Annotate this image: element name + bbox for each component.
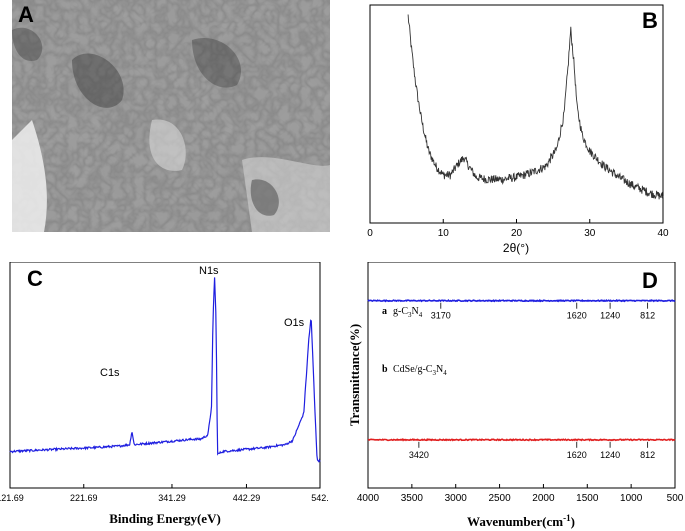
plot-frame-c	[9, 261, 321, 489]
peak-label: 3420	[409, 450, 429, 460]
x-tick-label-d: 2500	[488, 493, 511, 504]
x-tick-label-c: 121.69	[0, 493, 24, 503]
plot-frame-b	[369, 4, 664, 224]
peak-label: 1620	[567, 311, 587, 321]
x-axis-label-b: 2θ(°)	[503, 241, 529, 255]
peak-label: 3170	[431, 311, 451, 321]
series-b-curve	[367, 438, 676, 442]
x-tick-label-b: 30	[584, 228, 596, 239]
x-tick-label-d: 3000	[445, 493, 468, 504]
panel-a: A	[12, 0, 330, 232]
tem-micrograph-icon	[12, 0, 330, 232]
y-axis-label-d: Transmittance(%)	[347, 324, 362, 426]
panel-label-c: C	[27, 266, 43, 291]
peak-label: 1240	[600, 450, 620, 460]
panel-c: 121.69 221.69 341.29 442.29 542. C1s N1s O1s…	[0, 261, 335, 531]
series-a-label: g-C3N4	[393, 306, 423, 319]
peak-label: 812	[640, 311, 655, 321]
chart-b: 0 10 20 30 40 2θ(°)	[367, 4, 669, 255]
chart-d: 4000 3500 3000 2500 2000 1500 1000 500 3170 1620…	[347, 261, 684, 529]
peak-label-n1s: N1s	[199, 265, 219, 277]
x-tick-label-b: 40	[657, 228, 669, 239]
series-b-letter: b	[382, 364, 388, 375]
peak-label-c1s: C1s	[100, 367, 120, 379]
x-tick-label-d: 500	[667, 493, 684, 504]
x-tick-label-b: 0	[367, 228, 373, 239]
x-tick-label-c: 341.29	[158, 493, 186, 503]
x-tick-label-d: 1000	[620, 493, 643, 504]
x-tick-label-c: 542.	[311, 493, 329, 503]
panel-b: 0 10 20 30 40 2θ(°) B	[335, 0, 685, 262]
x-tick-label-b: 20	[511, 228, 523, 239]
x-tick-label-c: 442.29	[233, 493, 261, 503]
xrd-curve	[407, 14, 664, 200]
plot-frame-d	[367, 261, 676, 489]
x-axis-label-c: Binding Energy(eV)	[109, 511, 221, 526]
panel-label-a: A	[18, 2, 34, 27]
panel-label-d: D	[642, 268, 658, 293]
x-tick-label-c: 221.69	[70, 493, 98, 503]
x-tick-label-d: 3500	[401, 493, 424, 504]
x-tick-label-d: 1500	[576, 493, 599, 504]
peak-label-o1s: O1s	[284, 317, 305, 329]
series-a-curve	[367, 298, 676, 303]
x-tick-label-d: 2000	[532, 493, 555, 504]
peak-label: 812	[640, 450, 655, 460]
peak-label: 1620	[567, 450, 587, 460]
panel-label-b: B	[642, 8, 658, 33]
chart-c: 121.69 221.69 341.29 442.29 542. C1s N1s O1s…	[0, 261, 329, 526]
xps-curve	[9, 277, 321, 463]
x-tick-label-d: 4000	[357, 493, 380, 504]
series-b-label: CdSe/g-C3N4	[393, 364, 447, 377]
peak-label: 1240	[600, 311, 620, 321]
x-tick-label-b: 10	[438, 228, 450, 239]
panel-d: 4000 3500 3000 2500 2000 1500 1000 500 3170 1620…	[335, 261, 685, 531]
x-axis-label-d: Wavenumber(cm-1)	[467, 513, 575, 529]
series-a-letter: a	[382, 306, 387, 317]
